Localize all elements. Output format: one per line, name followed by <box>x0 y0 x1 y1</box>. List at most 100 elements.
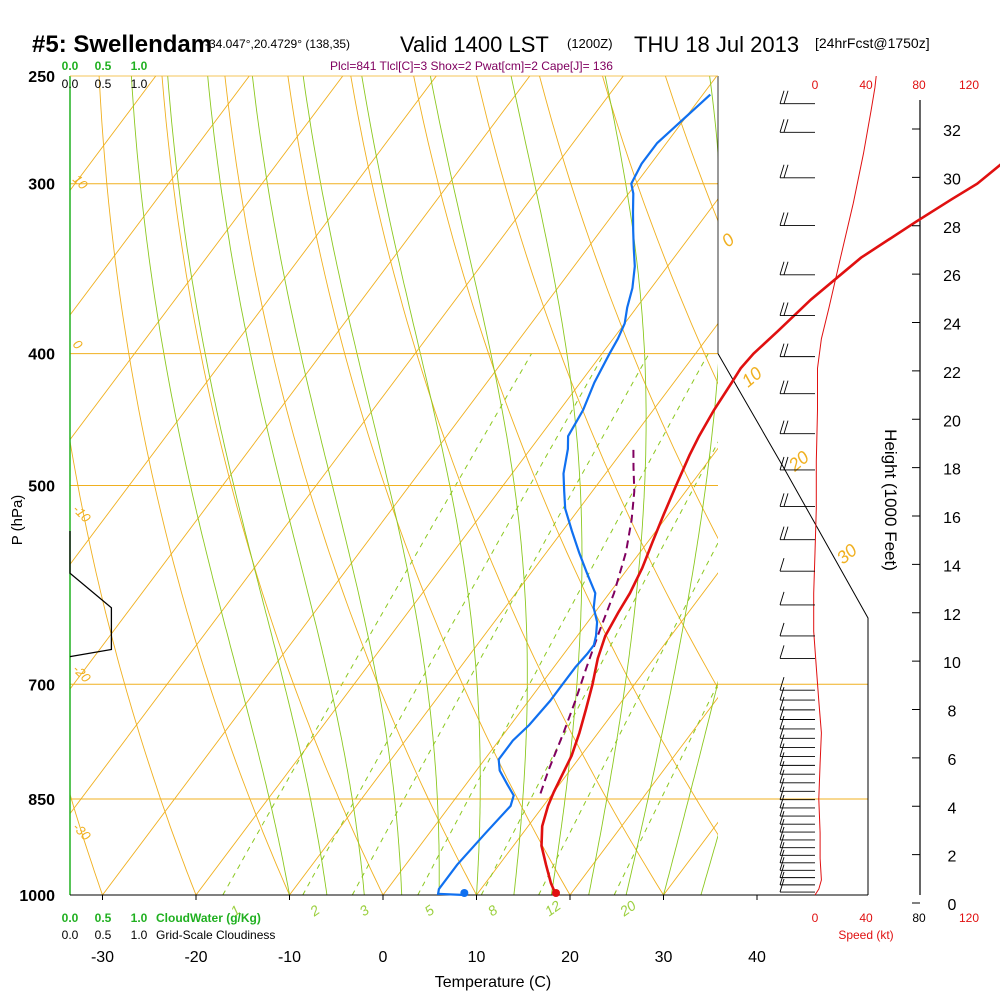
x-tick-label: 10 <box>468 949 486 966</box>
theta-label: 20 <box>784 447 813 476</box>
cloudwater-tick-top: 0.5 <box>95 59 112 73</box>
moist-adiabat-line <box>207 76 365 895</box>
barb-envelope-line <box>717 353 869 895</box>
cloudiness-tick-bottom: 0.5 <box>95 928 112 942</box>
wind-barb-feather <box>779 864 785 878</box>
height-tick-label: 6 <box>948 752 957 769</box>
wind-barb-feather <box>779 164 785 178</box>
x-axis-label: Temperature (C) <box>435 974 551 991</box>
wind-barb-feather <box>779 696 785 711</box>
mixing-ratio-line <box>613 682 718 895</box>
sounding-indices: Plcl=841 Tlcl[C]=3 Shox=2 Pwat[cm]=2 Cap… <box>330 59 613 73</box>
x-tick-label: 30 <box>655 949 673 966</box>
wind-speed-line <box>813 75 877 896</box>
wind-barb-feather <box>779 734 785 748</box>
height-tick-label: 2 <box>948 849 957 866</box>
mixing-ratio-label: 2 <box>306 902 323 920</box>
x-tick-label: 20 <box>561 949 579 966</box>
height-tick-label: 10 <box>943 655 961 672</box>
height-tick-label: 26 <box>943 268 961 285</box>
wind-barb-feather <box>779 493 785 507</box>
wind-barb-feather <box>779 786 785 800</box>
height-tick-label: 12 <box>943 607 961 624</box>
wind-barb-feather <box>779 212 785 226</box>
dewpoint-line <box>436 93 712 897</box>
wind-barb-feather <box>779 706 785 720</box>
moist-adiabat-line <box>302 76 440 895</box>
wind-barb-feather <box>779 752 785 766</box>
height-tick-label: 20 <box>943 413 961 430</box>
wind-barb-feather <box>779 645 785 659</box>
wind-barb-feather <box>779 878 785 893</box>
wind-barb-feather <box>779 526 785 540</box>
theta-label: -10 <box>70 502 94 526</box>
wind-barb-feather <box>779 826 785 841</box>
valid-date: THU 18 Jul 2013 <box>634 32 799 57</box>
dry-adiabat-line <box>98 76 290 895</box>
cloudiness-tick-top: 0.5 <box>95 77 112 91</box>
dry-adiabat-line <box>350 76 665 895</box>
theta-label: 0 <box>70 337 86 353</box>
speed-tick-top: 80 <box>912 78 926 92</box>
height-tick-label: 4 <box>948 800 957 817</box>
cloudwater-label: CloudWater (g/Kg) <box>156 911 261 925</box>
moist-adiabat-line <box>588 76 647 895</box>
wind-barb-feather <box>783 456 789 471</box>
wind-barb-feather <box>779 558 785 572</box>
wind-barb-feather <box>779 834 785 848</box>
wind-barb-feather <box>783 420 789 434</box>
moist-adiabat-line <box>510 76 583 895</box>
wind-barb-feather <box>779 842 785 856</box>
dry-adiabat-line <box>539 76 718 540</box>
wind-barb-feather <box>779 778 785 792</box>
height-tick-label: 18 <box>943 462 961 479</box>
wind-barb-feather <box>779 420 785 434</box>
dry-adiabat-line <box>0 52 18 924</box>
cloudwater-tick-bottom: 0.0 <box>62 911 79 925</box>
pressure-tick-label: 700 <box>28 677 55 694</box>
height-tick-label: 32 <box>943 123 961 140</box>
moist-adiabat-line <box>167 76 328 895</box>
height-tick-label: 16 <box>943 510 961 527</box>
moist-adiabat-line <box>361 76 481 895</box>
dry-adiabat-line <box>70 438 197 895</box>
mixing-ratio-line <box>351 353 650 895</box>
dry-adiabat-line <box>161 76 384 895</box>
mixing-ratio-label: 8 <box>485 902 501 920</box>
wind-barb-feather <box>779 802 785 817</box>
dry-adiabat-line <box>602 76 718 385</box>
theta-label: -30 <box>70 820 94 844</box>
dry-adiabat-line <box>413 76 718 836</box>
surface-temperature-point <box>551 889 560 897</box>
cloudwater-tick-bottom: 0.5 <box>95 911 112 925</box>
wind-barb-feather <box>779 343 785 357</box>
mixing-ratio-label: 12 <box>542 897 564 919</box>
pressure-tick-label: 850 <box>28 792 55 809</box>
wind-barb-feather <box>783 119 789 133</box>
x-tick-label: 40 <box>748 949 766 966</box>
wind-barb-feather <box>779 686 785 701</box>
dry-adiabat-line <box>70 792 103 895</box>
wind-barb-feather <box>779 456 785 471</box>
cloudiness-tick-bottom: 1.0 <box>131 928 148 942</box>
speed-tick-bottom: 40 <box>859 911 873 925</box>
dry-adiabat-line <box>224 76 478 895</box>
valid-time: Valid 1400 LST <box>400 32 549 57</box>
moist-adiabat-line <box>130 76 290 895</box>
cloud-layer <box>69 531 113 658</box>
x-tick-label: -20 <box>184 949 207 966</box>
mixing-ratio-label: 3 <box>356 902 372 920</box>
wind-barb-feather <box>779 818 785 833</box>
isotherm-line <box>476 572 718 895</box>
height-tick-label: 28 <box>943 220 961 237</box>
speed-tick-bottom: 80 <box>912 911 926 925</box>
wind-barb-feather <box>779 811 785 825</box>
wind-barb-feather <box>779 591 785 606</box>
mixing-ratio-label: 5 <box>421 902 437 920</box>
speed-axis-label: Speed (kt) <box>838 928 893 942</box>
x-tick-label: 0 <box>379 949 388 966</box>
wind-barb-feather <box>779 715 785 730</box>
height-axis-label: Height (1000 Feet) <box>881 429 900 571</box>
